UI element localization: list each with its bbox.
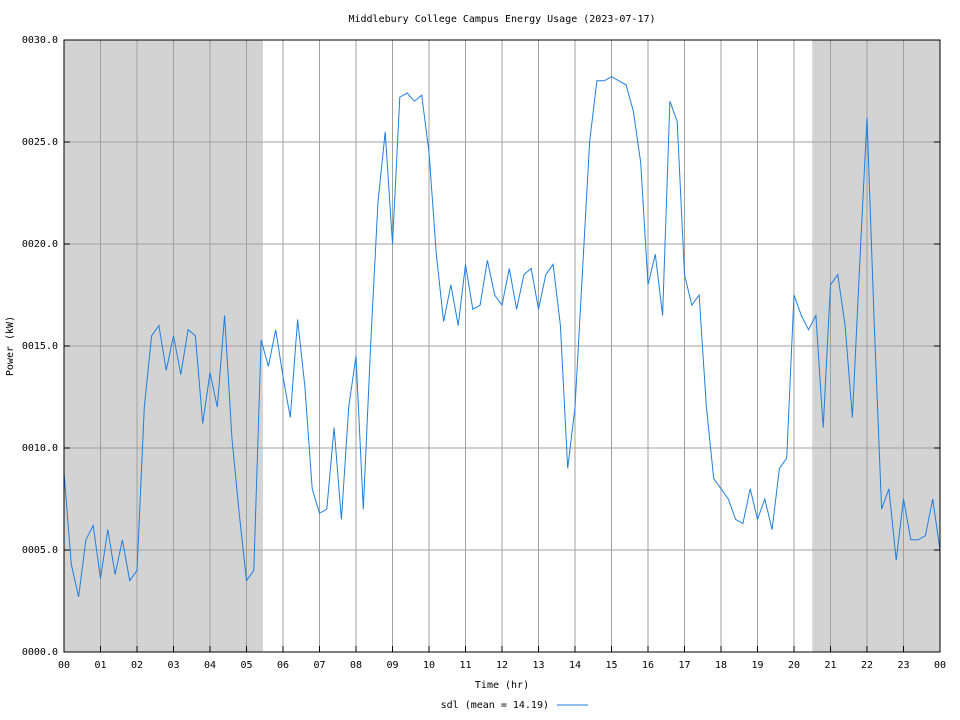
x-tick-label: 17 xyxy=(678,660,690,671)
x-tick-label: 02 xyxy=(131,660,143,671)
x-tick-label: 19 xyxy=(751,660,763,671)
y-tick-label: 0010.0 xyxy=(22,443,58,454)
x-tick-label: 20 xyxy=(788,660,800,671)
plot-border xyxy=(63,39,941,653)
x-tick-label: 00 xyxy=(58,660,70,671)
x-tick-label: 00 xyxy=(934,660,946,671)
x-tick-label: 09 xyxy=(386,660,398,671)
x-tick-label: 13 xyxy=(532,660,544,671)
x-tick-label: 14 xyxy=(569,660,581,671)
y-tick-label: 0030.0 xyxy=(22,35,58,46)
x-tick-label: 18 xyxy=(715,660,727,671)
y-tick-label: 0005.0 xyxy=(22,545,58,556)
x-tick-label: 04 xyxy=(204,660,216,671)
y-tick-label: 0020.0 xyxy=(22,239,58,250)
y-tick-label: 0025.0 xyxy=(22,137,58,148)
x-tick-label: 05 xyxy=(240,660,252,671)
y-tick-label: 0000.0 xyxy=(22,647,58,658)
x-axis-label: Time (hr) xyxy=(475,680,529,691)
x-tick-label: 01 xyxy=(94,660,106,671)
x-tick-label: 16 xyxy=(642,660,654,671)
chart-title: Middlebury College Campus Energy Usage (… xyxy=(348,14,655,25)
x-tick-label: 03 xyxy=(167,660,179,671)
y-tick-label: 0015.0 xyxy=(22,341,58,352)
x-tick-label: 07 xyxy=(313,660,325,671)
y-axis-label: Power (kW) xyxy=(5,316,16,376)
x-tick-label: 06 xyxy=(277,660,289,671)
x-tick-label: 23 xyxy=(897,660,909,671)
series-line xyxy=(63,76,941,598)
x-tick-label: 10 xyxy=(423,660,435,671)
x-tick-label: 22 xyxy=(861,660,873,671)
x-tick-label: 21 xyxy=(824,660,836,671)
x-tick-label: 08 xyxy=(350,660,362,671)
x-tick-label: 11 xyxy=(459,660,471,671)
x-tick-label: 12 xyxy=(496,660,508,671)
x-tick-label: 15 xyxy=(605,660,617,671)
legend-label: sdl (mean = 14.19) xyxy=(441,700,549,711)
